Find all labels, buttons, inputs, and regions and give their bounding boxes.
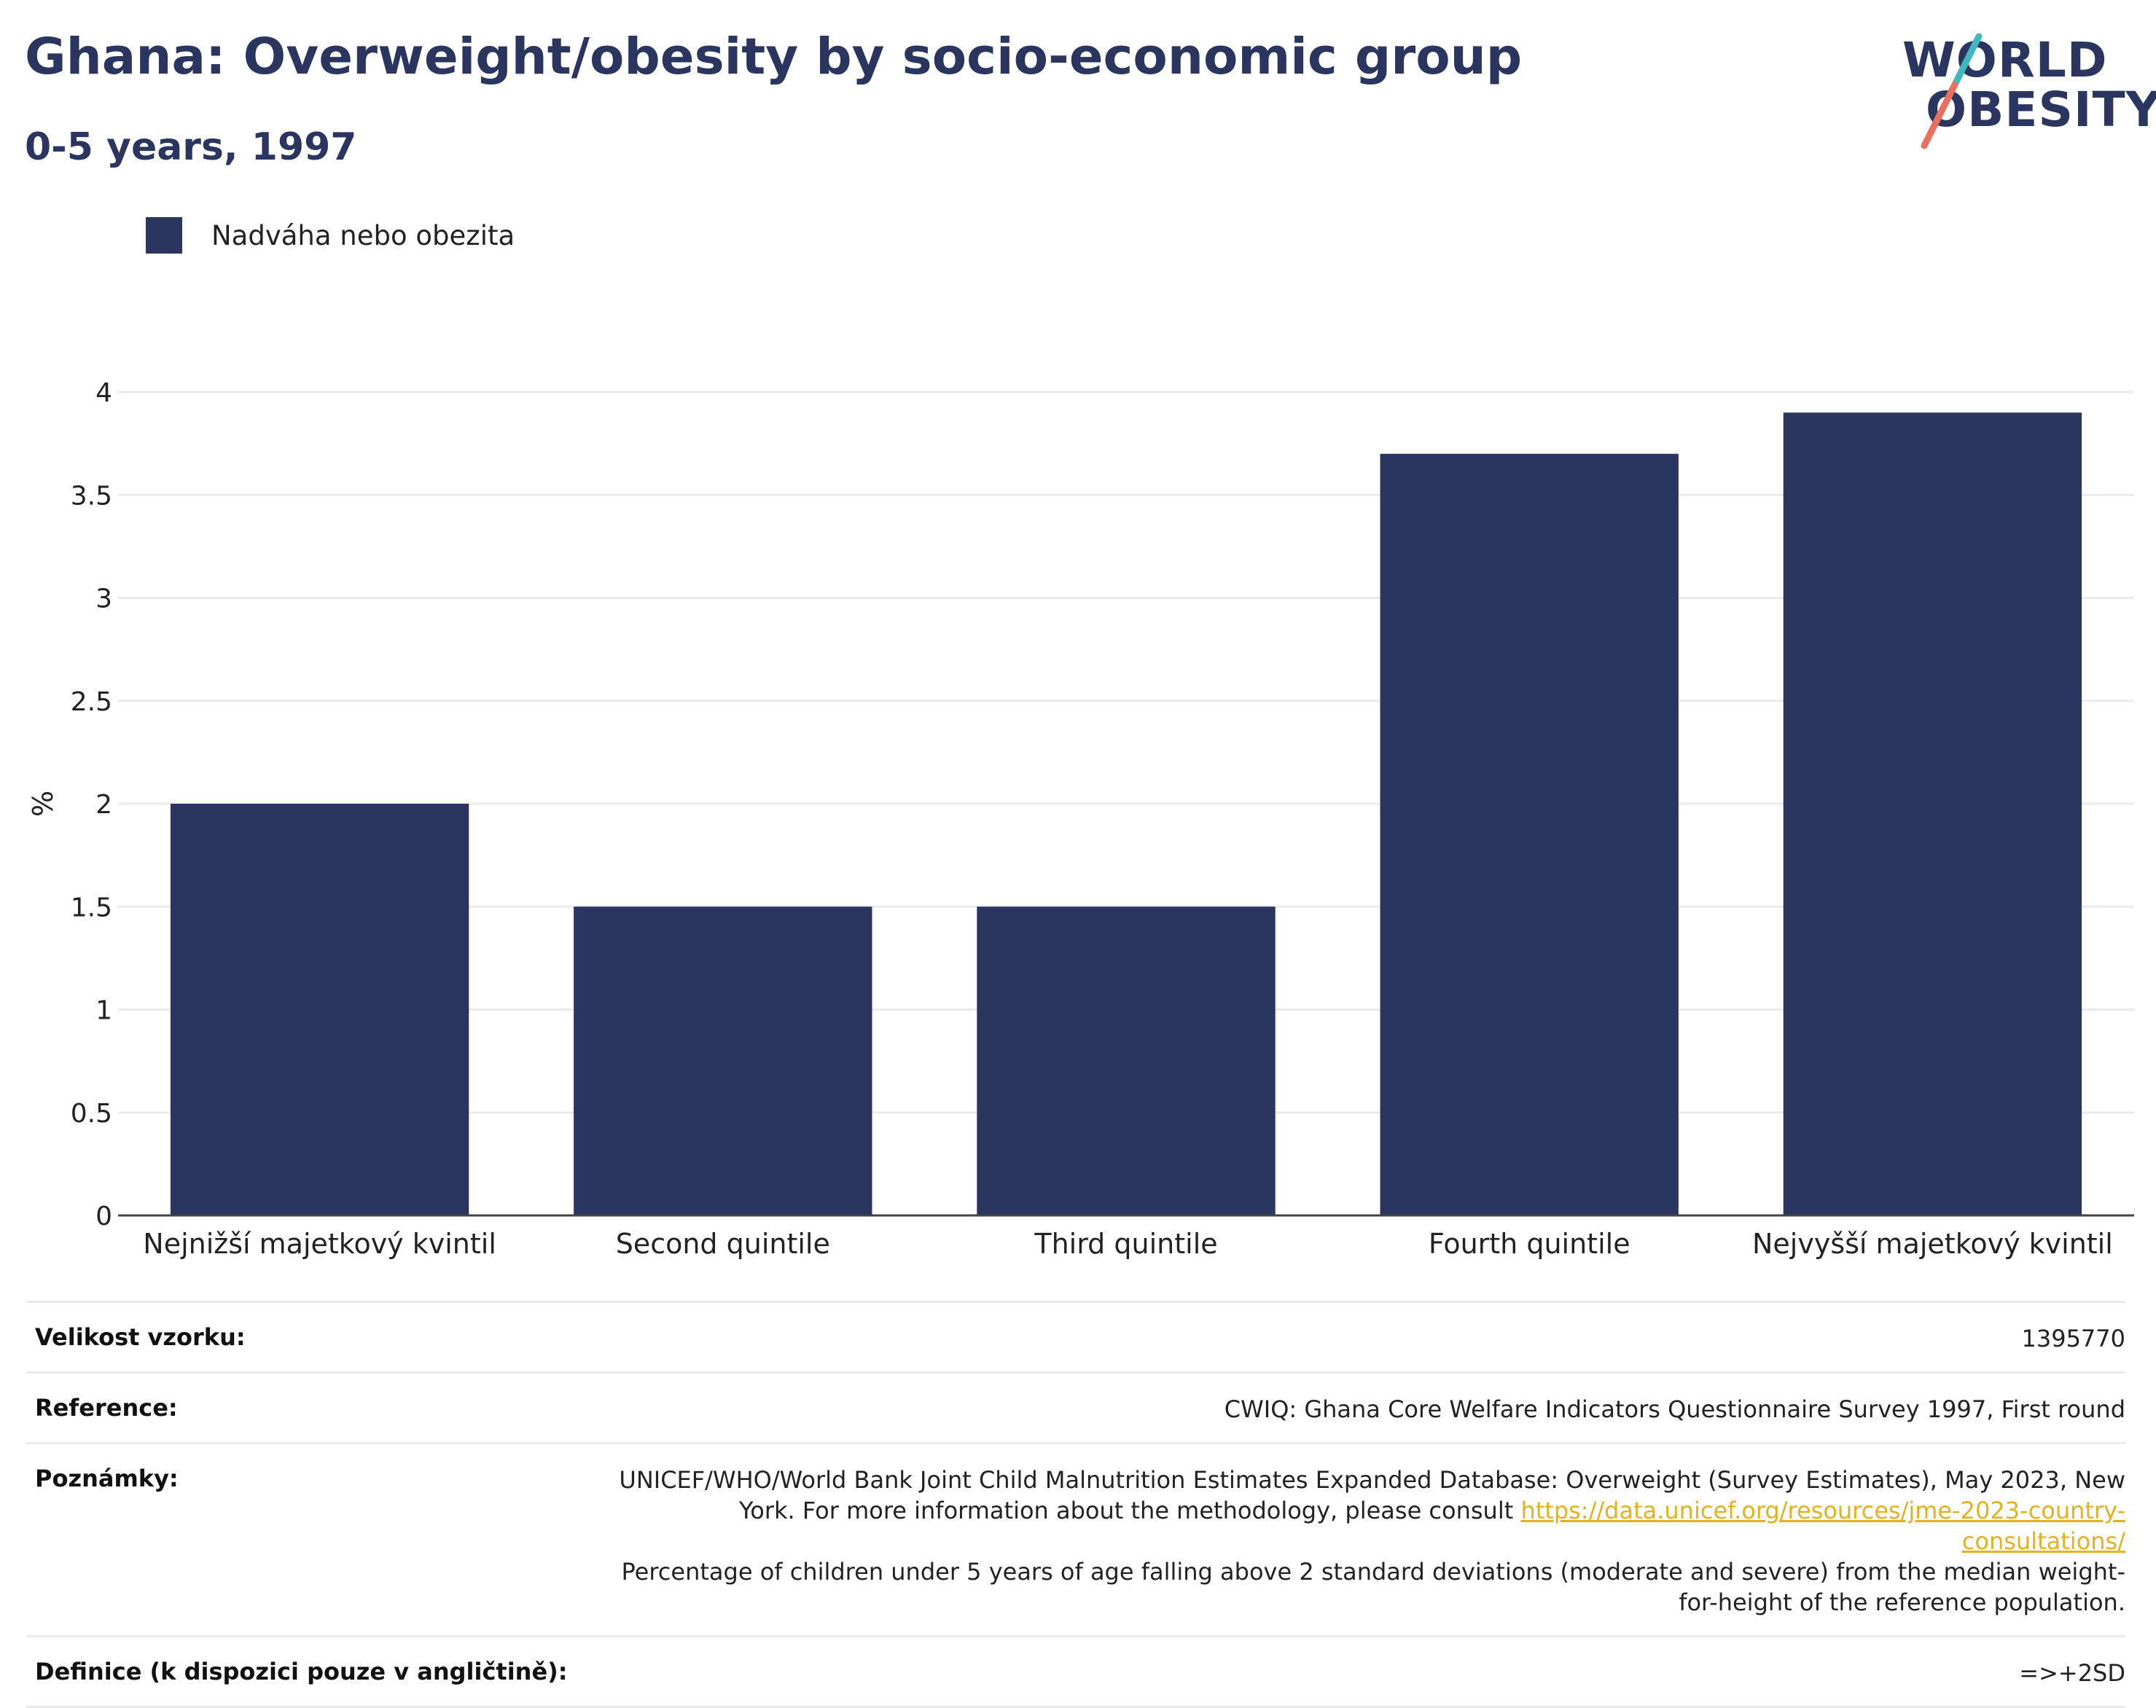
methodology-link[interactable]: https://data.unicef.org/resources/jme-20… bbox=[1520, 1497, 2125, 1555]
y-tick-label: 3 bbox=[95, 584, 112, 614]
logo-word-2: OBESITY bbox=[1926, 82, 2156, 138]
logo-slash-icon bbox=[1921, 33, 1983, 149]
bar bbox=[1783, 412, 2082, 1215]
x-tick-label: Fourth quintile bbox=[1429, 1228, 1630, 1260]
notes-label: Poznámky: bbox=[35, 1465, 179, 1492]
x-tick-label: Nejvyšší majetkový kvintil bbox=[1752, 1228, 2113, 1260]
bar bbox=[574, 906, 872, 1215]
y-tick-label: 2 bbox=[95, 790, 112, 820]
notes-text: UNICEF/WHO/World Bank Joint Child Malnut… bbox=[619, 1466, 2125, 1524]
y-tick-label: 3.5 bbox=[71, 481, 112, 511]
legend-label: Nadváha nebo obezita bbox=[211, 220, 515, 251]
sample-size-label: Velikost vzorku: bbox=[35, 1323, 246, 1351]
notes-definition-text: Percentage of children under 5 years of … bbox=[621, 1558, 2126, 1616]
chart-title: Ghana: Overweight/obesity by socio-econo… bbox=[25, 28, 1523, 86]
y-axis-label: % bbox=[27, 791, 59, 817]
world-obesity-logo[interactable]: WORLD OBESITY bbox=[1902, 22, 2156, 153]
y-tick-label: 0.5 bbox=[71, 1099, 112, 1129]
info-row-notes: Poznámky: UNICEF/WHO/World Bank Joint Ch… bbox=[26, 1442, 2125, 1635]
y-tick-label: 1 bbox=[95, 996, 112, 1026]
bar bbox=[977, 906, 1276, 1215]
info-table: Velikost vzorku: 1395770 Reference: CWIQ… bbox=[26, 1301, 2125, 1708]
bar bbox=[170, 804, 469, 1215]
y-tick-label: 1.5 bbox=[71, 893, 112, 922]
x-tick-label: Nejnižší majetkový kvintil bbox=[143, 1228, 496, 1260]
y-tick-label: 2.5 bbox=[71, 687, 112, 717]
reference-label: Reference: bbox=[35, 1394, 178, 1422]
legend-swatch bbox=[146, 217, 182, 254]
info-row-definition: Definice (k dispozici pouze v angličtině… bbox=[26, 1635, 2125, 1708]
x-tick-label: Third quintile bbox=[1034, 1228, 1217, 1260]
bar-chart: 0 0.5 1 1.5 2 2.5 3 3.5 4% Nejnižší majetkový kvi… bbox=[27, 378, 2134, 1260]
y-tick-label: 0 bbox=[95, 1202, 112, 1231]
notes-value: UNICEF/WHO/World Bank Joint Child Malnut… bbox=[26, 1444, 2125, 1635]
y-tick-label: 4 bbox=[95, 378, 112, 408]
sample-size-value: 1395770 bbox=[2021, 1325, 2125, 1352]
info-row-sample: Velikost vzorku: 1395770 bbox=[26, 1301, 2125, 1371]
definition-label: Definice (k dispozici pouze v angličtině… bbox=[35, 1658, 568, 1685]
bar bbox=[1380, 453, 1679, 1215]
reference-value: CWIQ: Ghana Core Welfare Indicators Ques… bbox=[1224, 1395, 2125, 1423]
x-tick-label: Second quintile bbox=[616, 1228, 830, 1260]
info-row-reference: Reference: CWIQ: Ghana Core Welfare Indi… bbox=[26, 1371, 2125, 1442]
logo-word-1: WORLD bbox=[1902, 32, 2108, 88]
chart-subtitle: 0-5 years, 1997 bbox=[25, 125, 357, 169]
